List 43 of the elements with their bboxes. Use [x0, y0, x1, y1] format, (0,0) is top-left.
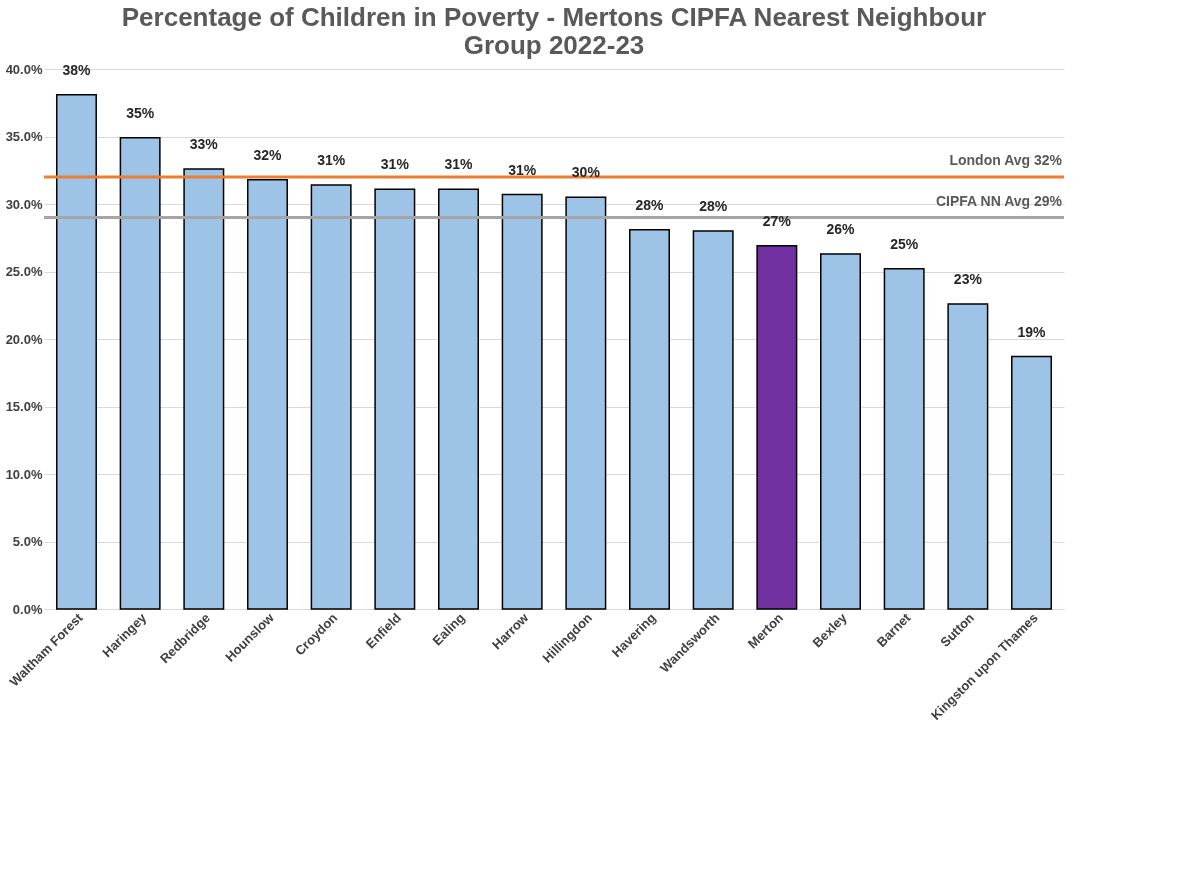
data-label: 23% — [953, 270, 983, 287]
y-tick-label: 25.0% — [5, 264, 43, 279]
bar — [756, 245, 798, 610]
y-tick-label: 0.0% — [12, 601, 43, 617]
bar — [119, 137, 161, 610]
data-label: 31% — [508, 161, 537, 178]
y-tick-label: 40.0% — [5, 61, 43, 77]
data-label: 27% — [762, 212, 792, 229]
bar — [374, 188, 416, 610]
data-label: 33% — [189, 135, 219, 152]
bar — [629, 228, 670, 610]
bar — [55, 93, 97, 610]
data-label: 25% — [890, 235, 919, 252]
data-label: 32% — [253, 146, 283, 163]
data-label: 38% — [62, 61, 92, 78]
bar — [247, 178, 288, 610]
y-tick-label: 15.0% — [5, 399, 43, 414]
bar — [565, 196, 607, 610]
data-label: 31% — [317, 152, 346, 169]
bar — [947, 303, 989, 610]
data-label: 26% — [826, 220, 856, 237]
y-tick-label: 10.0% — [5, 466, 43, 482]
ref-line-label: CIPFA NN Avg 29% — [935, 192, 1063, 209]
bar — [883, 268, 925, 610]
data-label: 31% — [444, 156, 474, 173]
y-tick-label: 20.0% — [5, 331, 43, 347]
data-label: 19% — [1017, 323, 1047, 340]
data-label: 31% — [380, 156, 410, 173]
bar — [310, 184, 352, 610]
bar — [438, 188, 479, 610]
data-label: 28% — [635, 196, 665, 213]
y-tick-label: 35.0% — [5, 129, 43, 144]
y-tick-label: 30.0% — [5, 196, 43, 212]
bar — [692, 230, 734, 610]
data-label: 35% — [126, 104, 155, 121]
bar — [820, 253, 861, 610]
data-label: 28% — [699, 198, 728, 214]
bar — [1011, 355, 1053, 610]
bar — [183, 168, 225, 610]
ref-line-label: London Avg 32% — [949, 152, 1063, 168]
chart-title: Percentage of Children in Poverty - Mertons CIPFA Nearest Neighbour Group 2022-23 — [121, 2, 987, 60]
y-tick-label: 5.0% — [12, 534, 43, 549]
bar — [501, 193, 543, 610]
